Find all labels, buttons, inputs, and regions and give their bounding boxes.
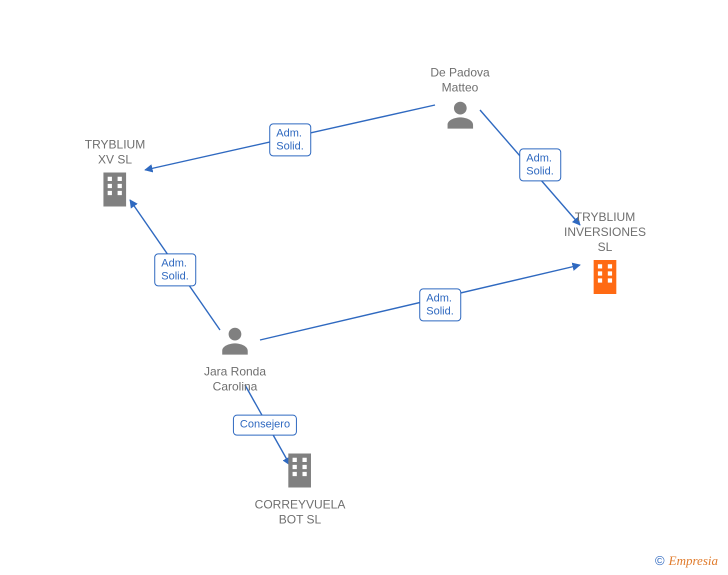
watermark: © Empresia (655, 553, 718, 569)
node-company-correyvuela[interactable]: CORREYVUELA BOT SL (255, 451, 346, 530)
person-icon (443, 98, 477, 137)
node-label: TRYBLIUM INVERSIONES SL (564, 210, 646, 255)
edge-label-adm-solid: Adm. Solid. (154, 253, 196, 286)
edge-label-adm-solid: Adm. Solid. (419, 288, 461, 321)
building-icon (98, 170, 132, 215)
node-company-tryblium-xv[interactable]: TRYBLIUM XV SL (85, 136, 145, 215)
copyright-symbol: © (655, 553, 665, 568)
node-label: Jara Ronda Carolina (204, 365, 266, 395)
network-diagram: De Padova Matteo Jara Ronda Carolina TRY… (0, 0, 728, 575)
building-icon (283, 451, 317, 496)
building-icon (588, 257, 622, 302)
node-label: CORREYVUELA BOT SL (255, 498, 346, 528)
node-person-de-padova[interactable]: De Padova Matteo (430, 64, 489, 137)
person-icon (218, 324, 252, 363)
node-label: De Padova Matteo (430, 66, 489, 96)
edge-label-consejero: Consejero (233, 415, 297, 436)
node-person-jara-ronda[interactable]: Jara Ronda Carolina (204, 324, 266, 397)
edge-label-adm-solid: Adm. Solid. (519, 148, 561, 181)
node-company-tryblium-inversiones[interactable]: TRYBLIUM INVERSIONES SL (564, 208, 646, 302)
edge-label-adm-solid: Adm. Solid. (269, 123, 311, 156)
brand-name: Empresia (669, 553, 718, 568)
node-label: TRYBLIUM XV SL (85, 138, 145, 168)
